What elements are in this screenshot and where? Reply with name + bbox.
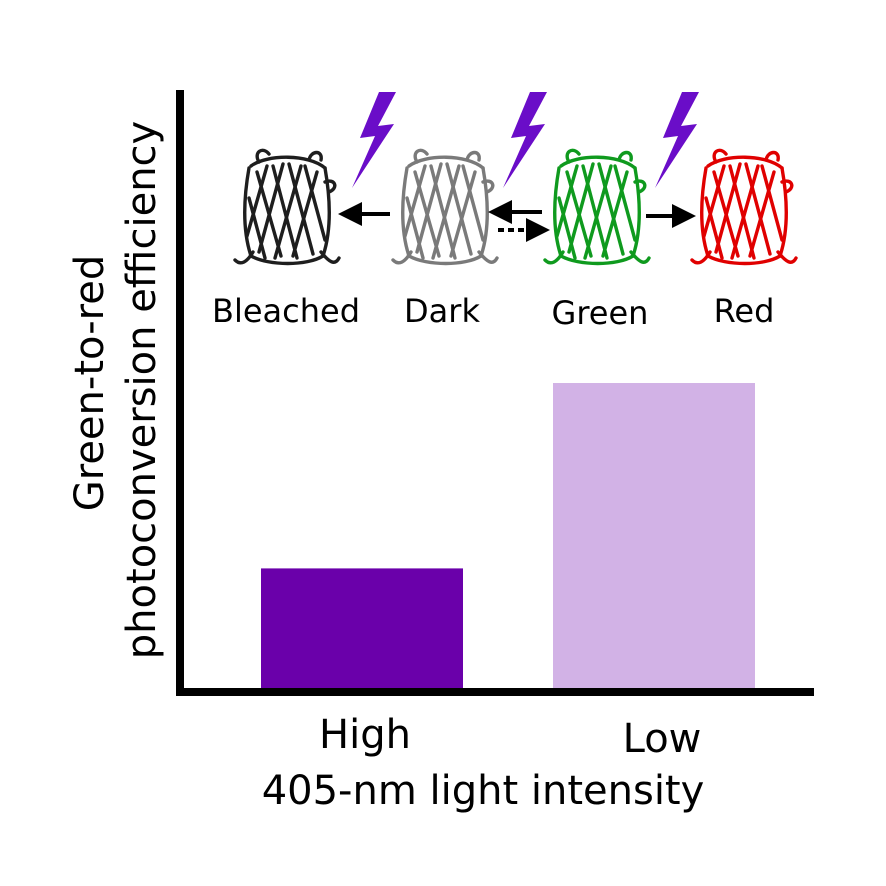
protein-dark-icon <box>391 148 499 266</box>
state-label-red: Red <box>714 292 775 330</box>
y-axis-title-line-2: photoconversion efficiency <box>119 121 165 659</box>
y-axis-title-line-1: Green-to-red <box>67 255 113 511</box>
bar-group <box>261 383 755 688</box>
category-label-high: High <box>319 712 411 758</box>
state-label-dark: Dark <box>404 292 480 330</box>
state-label-green: Green <box>552 294 649 332</box>
protein-red-icon <box>690 148 798 266</box>
bar-low <box>553 383 755 688</box>
protein-green-icon <box>543 148 651 266</box>
lightning-bolt-icon <box>655 92 699 188</box>
x-axis-title: 405-nm light intensity <box>262 768 705 814</box>
lightning-bolt-icon <box>352 92 396 188</box>
state-label-bleached: Bleached <box>212 292 360 330</box>
photoconversion-schematic: Bleached Dark Green Red <box>212 92 798 332</box>
lightning-bolt-icon <box>503 92 547 188</box>
bar-high <box>261 568 463 688</box>
category-label-low: Low <box>623 716 702 762</box>
protein-bleached-icon <box>233 148 341 266</box>
